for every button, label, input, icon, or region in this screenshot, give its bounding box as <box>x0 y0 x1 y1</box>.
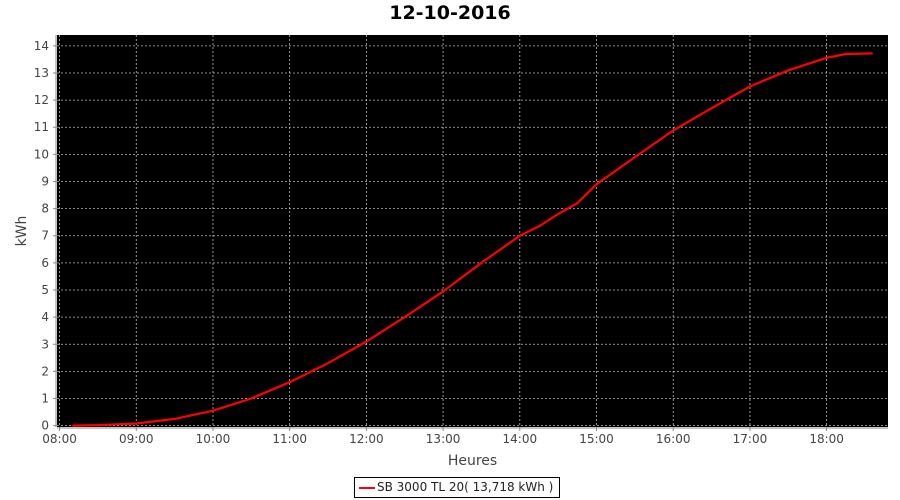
y-tick-label: 12 <box>34 93 49 107</box>
legend: SB 3000 TL 20( 13,718 kWh ) <box>354 477 561 498</box>
legend-swatch <box>359 486 375 489</box>
legend-label: SB 3000 TL 20( 13,718 kWh ) <box>377 480 554 494</box>
x-tick-label: 13:00 <box>426 432 461 446</box>
y-tick-label: 3 <box>41 337 49 351</box>
x-tick-label: 12:00 <box>349 432 384 446</box>
chart-title: 12-10-2016 <box>389 2 511 24</box>
x-axis-label: Heures <box>448 453 497 469</box>
y-tick-label: 6 <box>41 256 49 270</box>
y-tick-label: 14 <box>34 39 49 53</box>
y-tick-label: 13 <box>34 66 49 80</box>
x-tick-label: 11:00 <box>272 432 307 446</box>
plot-area <box>57 35 888 427</box>
y-tick-label: 10 <box>34 147 49 161</box>
y-tick-label: 5 <box>41 283 49 297</box>
x-tick-label: 09:00 <box>119 432 154 446</box>
y-tick-label: 8 <box>41 202 49 216</box>
y-axis-label: kWh <box>14 216 30 247</box>
x-tick-label: 18:00 <box>809 432 844 446</box>
x-tick-label: 15:00 <box>579 432 614 446</box>
x-tick-label: 08:00 <box>42 432 77 446</box>
y-tick-label: 2 <box>41 364 49 378</box>
y-tick-label: 4 <box>41 310 49 324</box>
y-tick-label: 7 <box>41 229 49 243</box>
x-tick-label: 14:00 <box>503 432 538 446</box>
y-tick-label: 0 <box>41 419 49 433</box>
y-tick-label: 9 <box>41 174 49 188</box>
series-line <box>72 52 873 427</box>
y-tick-label: 1 <box>41 392 49 406</box>
x-tick-label: 16:00 <box>656 432 691 446</box>
x-tick-label: 17:00 <box>733 432 768 446</box>
y-tick-label: 11 <box>34 120 49 134</box>
x-tick-label: 10:00 <box>196 432 231 446</box>
